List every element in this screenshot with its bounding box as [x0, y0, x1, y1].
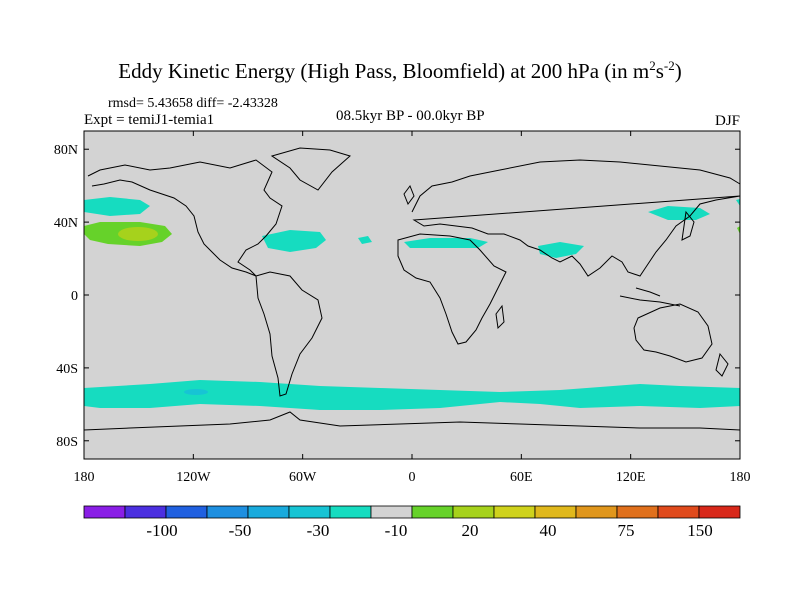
colorbar-swatch [370, 505, 413, 519]
coast-north-america [87, 159, 283, 277]
colorbar-swatch [288, 505, 331, 519]
coast-uk [403, 184, 415, 206]
coast-japan [681, 210, 695, 241]
lat-tick-label: 0 [71, 289, 78, 304]
edge-cyan [736, 199, 740, 206]
colorbar-label: -10 [385, 521, 408, 540]
stats-label: rmsd= 5.43658 diff= -2.43328 [108, 96, 278, 111]
lat-tick-label: 40N [54, 216, 78, 231]
colorbar-label: 40 [540, 521, 557, 540]
lon-tick-label: 180 [74, 470, 95, 485]
colorbar-swatch [493, 505, 536, 519]
lon-tick-label: 0 [409, 470, 416, 485]
coast-antarctica [83, 411, 741, 431]
colorbar-swatch [452, 505, 495, 519]
coast-greenland [270, 147, 352, 191]
experiment-label: Expt = temiJ1-temia1 [84, 112, 215, 128]
longitude-axis: 180 120W 60W 0 60E 120E 180 [74, 131, 751, 485]
colorbar-label: 150 [687, 521, 713, 540]
colorbar-swatch [411, 505, 454, 519]
coast-africa [397, 233, 507, 345]
lon-tick-label: 120E [616, 470, 646, 485]
map-background [84, 131, 740, 459]
npac-yellow [118, 227, 158, 241]
colorbar-swatch [698, 505, 741, 519]
sasia-cyan [538, 242, 584, 258]
colorbar: -100 -50 -30 -10 20 40 75 150 [83, 505, 741, 540]
anomaly-shading [84, 197, 740, 410]
coastlines [83, 147, 741, 431]
coast-madagascar [495, 304, 505, 330]
colorbar-label: 20 [462, 521, 479, 540]
lat-tick-label: 80N [54, 143, 78, 158]
season-label: DJF [714, 113, 740, 129]
colorbar-swatch [124, 505, 167, 519]
colorbar-label: -100 [146, 521, 177, 540]
colorbar-swatch [534, 505, 577, 519]
med-cyan [358, 236, 372, 244]
lat-tick-label: 40S [56, 362, 78, 377]
lon-tick-label: 180 [730, 470, 751, 485]
latitude-axis: 80N 40N 0 40S 80S [54, 143, 740, 450]
southern-band-core [184, 389, 208, 395]
coast-indonesia [619, 287, 681, 307]
colorbar-swatch [247, 505, 290, 519]
lon-tick-label: 120W [176, 470, 211, 485]
lon-tick-label: 60E [510, 470, 533, 485]
colorbar-swatch [575, 505, 618, 519]
colorbar-label: 75 [618, 521, 635, 540]
nafrica-cyan [404, 238, 488, 248]
edge-green [737, 226, 740, 234]
coast-eurasia [411, 159, 741, 277]
colorbar-swatch [616, 505, 659, 519]
coast-new-zealand [715, 352, 729, 377]
colorbar-swatch [206, 505, 249, 519]
lat-tick-label: 80S [56, 435, 78, 450]
colorbar-swatch [83, 505, 126, 519]
southern-band [84, 380, 740, 410]
colorbar-label: -30 [307, 521, 330, 540]
lon-tick-label: 60W [289, 470, 317, 485]
easia-cyan [648, 206, 710, 220]
colorbar-swatch [657, 505, 700, 519]
colorbar-swatch [165, 505, 208, 519]
npac-cyan [84, 197, 150, 216]
chart-title: Eddy Kinetic Energy (High Pass, Bloomfie… [118, 58, 682, 83]
colorbar-label: -50 [229, 521, 252, 540]
coast-south-america [255, 271, 323, 397]
natl-cyan [262, 230, 326, 252]
coast-australia [633, 303, 713, 363]
period-label: 08.5kyr BP - 00.0kyr BP [336, 108, 485, 124]
colorbar-swatch [329, 505, 372, 519]
